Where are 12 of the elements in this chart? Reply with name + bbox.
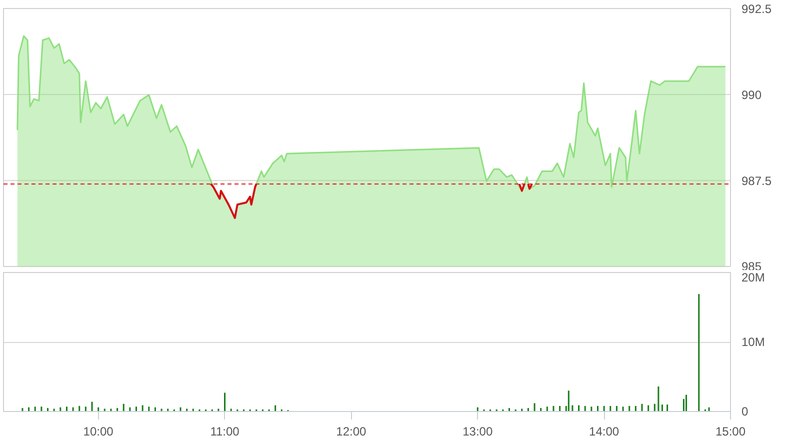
x-tick-label: 12:00	[336, 424, 367, 438]
x-tick-label: 14:00	[589, 424, 620, 438]
y-tick-label: 990	[742, 88, 762, 102]
x-tick-label: 13:00	[462, 424, 493, 438]
y-tick-label: 987.5	[742, 174, 772, 188]
x-tick-label: 15:00	[715, 424, 746, 438]
x-tick-label: 11:00	[210, 424, 240, 438]
y-tick-label: 0	[742, 404, 748, 418]
y-tick-label: 992.5	[742, 2, 772, 16]
y-tick-label: 20M	[742, 270, 765, 284]
y-tick-label: 10M	[742, 335, 765, 349]
x-tick-label: 10:00	[83, 424, 114, 438]
